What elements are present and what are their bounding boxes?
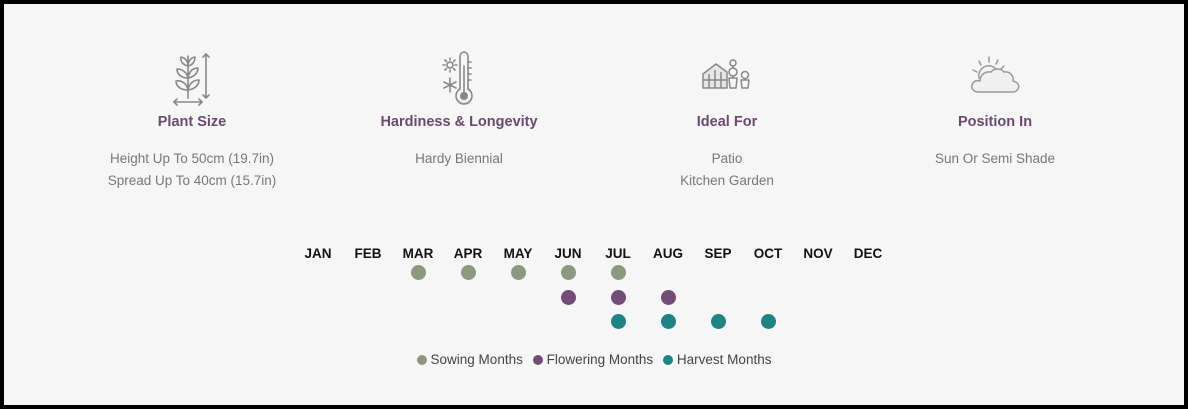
month-label-sep: SEP [704,246,732,261]
feature-lines: Patio Kitchen Garden [602,148,852,192]
calendar-legend: Sowing Months Flowering Months Harvest M… [4,352,1184,367]
flowering-dot-jun [560,290,576,305]
sowing-dot-jul [610,265,626,280]
legend-label: Flowering Months [546,352,654,367]
feature-title: Position In [957,114,1033,130]
legend-harvest: Harvest Months [662,352,772,367]
flowering-dot-aug [660,290,676,305]
legend-label: Harvest Months [676,352,772,367]
greenhouse-pots-icon [702,59,750,89]
legend-dot [416,355,427,365]
feature-line: Patio [711,151,743,166]
legend-sowing: Sowing Months [416,352,523,367]
legend-flowering: Flowering Months [532,352,654,367]
month-label-mar: MAR [402,246,434,261]
harvest-dot-jul [610,314,626,329]
legend-dot [532,355,543,365]
harvest-dot-oct [760,314,776,329]
feature-list: Plant Size Height Up To 50cm (19.7in) Sp… [4,4,1184,204]
thermometer-icon [442,51,473,105]
month-label-jun: JUN [554,246,582,261]
sowing-dot-jun [560,265,576,280]
feature-title: Hardiness & Longevity [380,114,538,130]
feature-line: Height Up To 50cm (19.7in) [109,151,275,166]
feature-title: Plant Size [157,114,227,130]
harvest-dot-aug [660,314,676,329]
sowing-dot-apr [460,265,476,280]
month-label-jul: JUL [605,246,631,261]
sowing-dot-mar [410,265,426,280]
month-label-jan: JAN [304,246,332,261]
flowering-dot-jul [610,290,626,305]
plant-info-panel: Plant Size Height Up To 50cm (19.7in) Sp… [4,4,1184,405]
month-label-feb: FEB [354,246,382,261]
legend-dot [662,355,673,365]
growing-calendar: JAN FEB MAR APR MAY JUN JUL AUG SEP OCT NOV DEC [4,4,1184,405]
feature-title: Ideal For [696,114,758,130]
feature-line: Sun Or Semi Shade [934,151,1056,166]
plant-size-icon [173,53,210,106]
month-label-dec: DEC [853,246,883,261]
legend-label: Sowing Months [430,352,523,367]
sowing-dot-may [510,265,526,280]
feature-line: Hardy Biennial [415,151,503,166]
harvest-dot-sep [710,314,726,329]
feature-lines: Sun Or Semi Shade [870,148,1120,170]
month-label-apr: APR [453,246,483,261]
feature-lines: Height Up To 50cm (19.7in) Spread Up To … [67,148,317,192]
month-label-aug: AUG [653,246,683,261]
month-label-nov: NOV [803,246,833,261]
feature-line: Kitchen Garden [680,173,774,188]
month-label-oct: OCT [753,246,783,261]
feature-line: Spread Up To 40cm (15.7in) [107,173,277,188]
sun-cloud-icon [971,56,1020,93]
month-label-may: MAY [503,246,533,261]
feature-lines: Hardy Biennial [334,148,584,170]
